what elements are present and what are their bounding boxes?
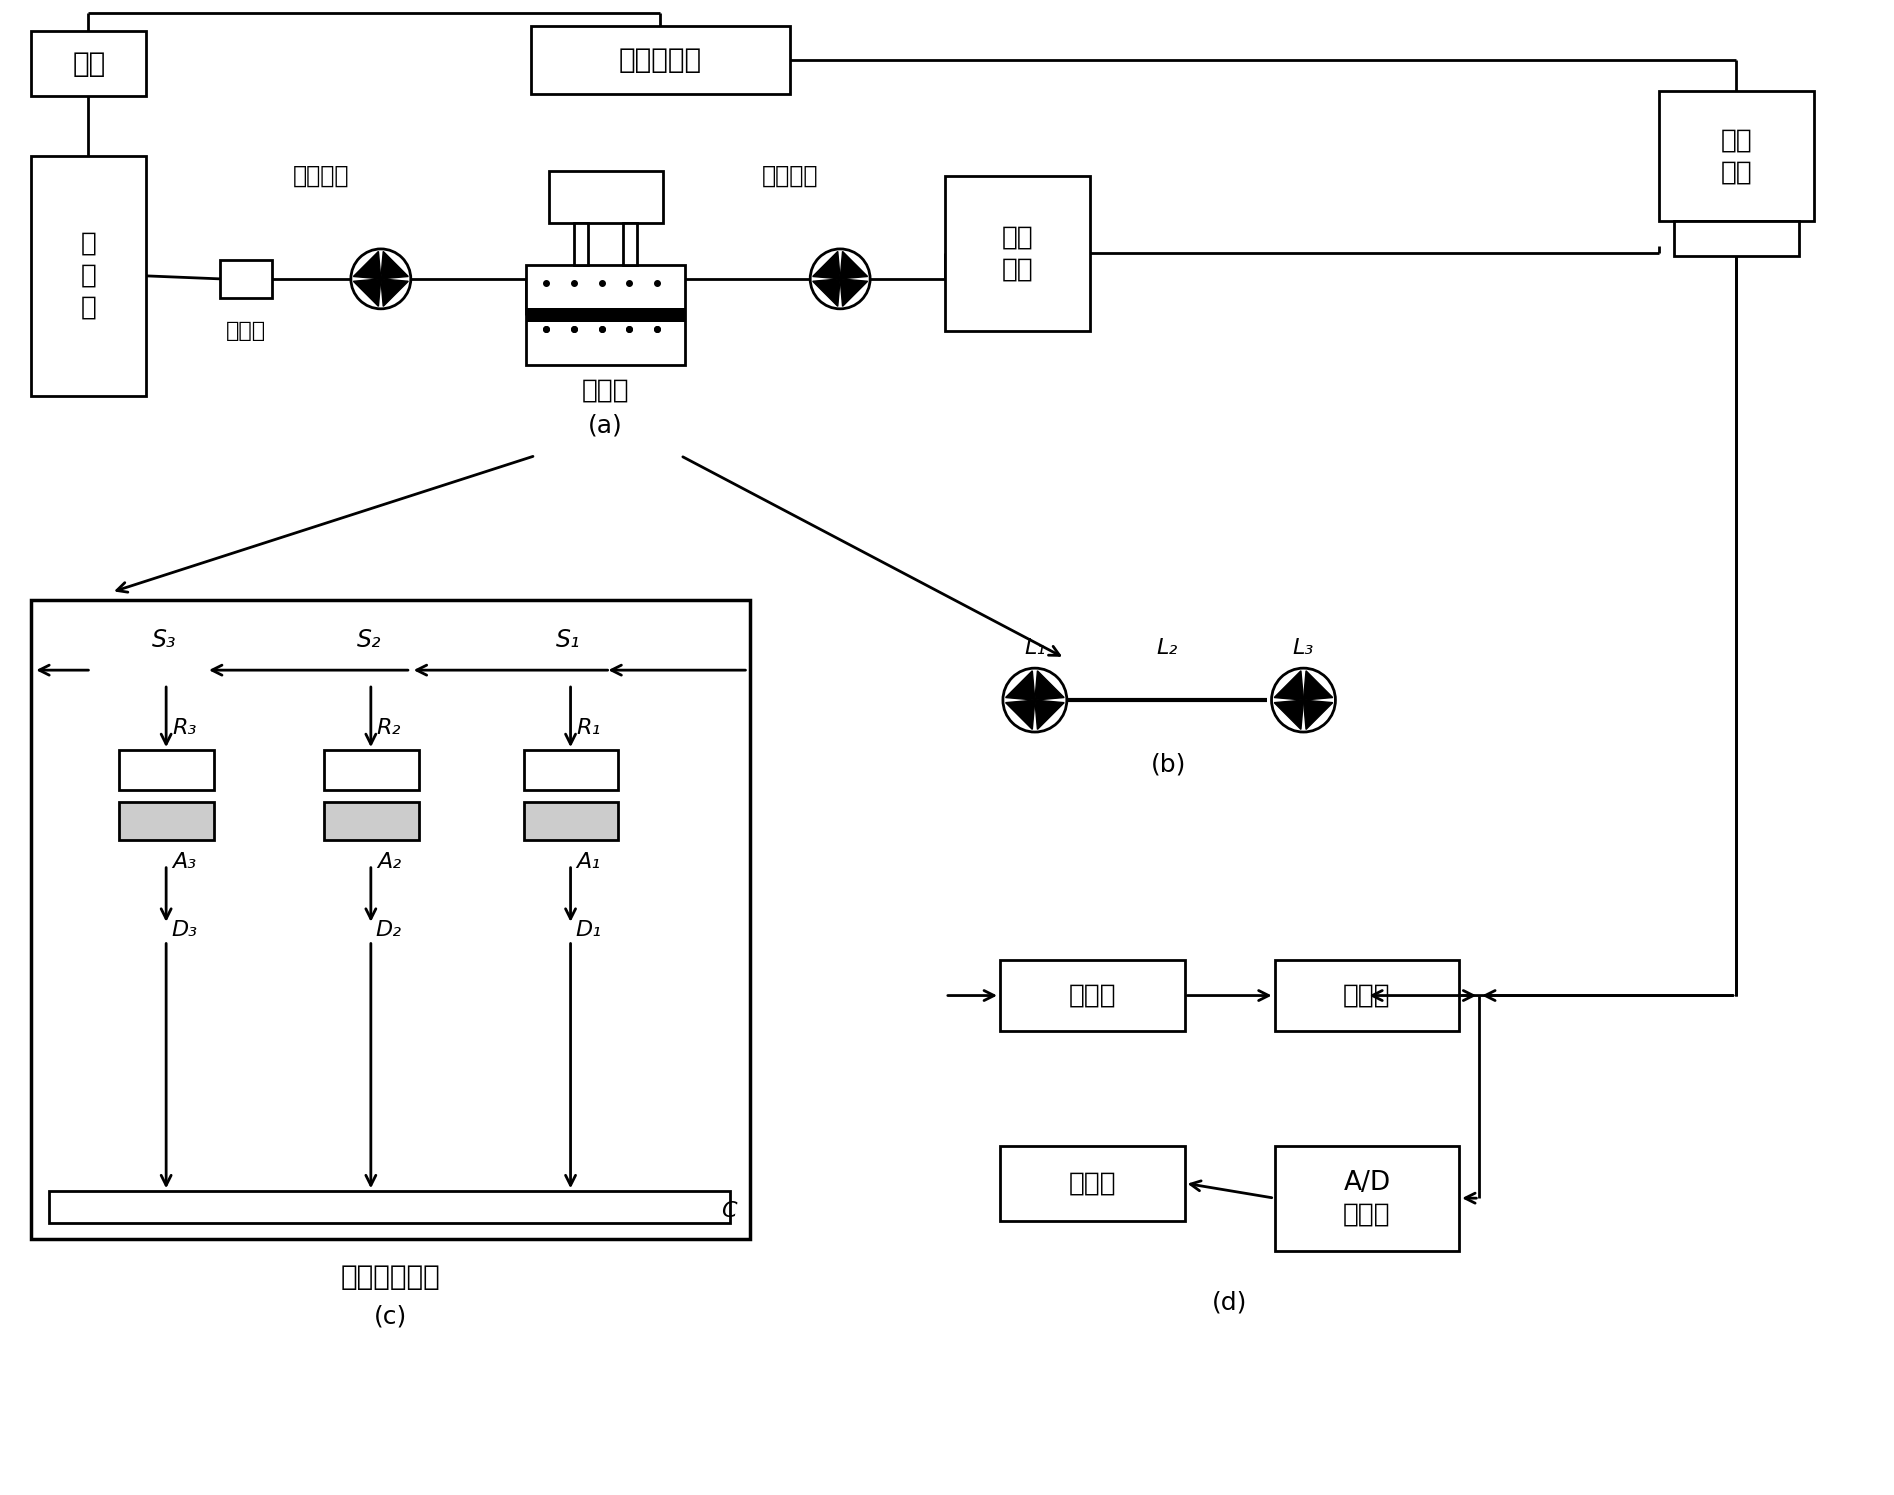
Bar <box>32 601 750 1239</box>
Polygon shape <box>381 280 409 306</box>
Polygon shape <box>354 251 381 280</box>
Text: A/D
转换器: A/D 转换器 <box>1343 1169 1390 1227</box>
Text: D₁: D₁ <box>576 919 602 940</box>
Text: R₃: R₃ <box>172 718 197 739</box>
Polygon shape <box>841 280 867 306</box>
Bar <box>324 801 419 840</box>
Text: D₃: D₃ <box>170 919 197 940</box>
Polygon shape <box>1275 671 1303 700</box>
Text: A₁: A₁ <box>576 852 600 872</box>
Text: 滤波器: 滤波器 <box>1343 982 1390 1009</box>
Text: (c): (c) <box>375 1305 407 1329</box>
Text: 解码
单元: 解码 单元 <box>1002 224 1034 283</box>
Text: 输出
系统: 输出 系统 <box>1720 127 1752 185</box>
Bar <box>527 265 686 365</box>
Bar <box>1674 221 1799 256</box>
Bar <box>549 170 663 223</box>
Bar <box>530 27 790 94</box>
Bar <box>119 801 214 840</box>
Bar <box>220 260 273 298</box>
Text: C: C <box>720 1200 737 1221</box>
Text: D₂: D₂ <box>375 919 402 940</box>
Bar <box>623 223 638 265</box>
Polygon shape <box>1303 671 1333 700</box>
Bar <box>324 750 419 789</box>
Bar <box>574 223 587 265</box>
Bar <box>1275 960 1458 1032</box>
Bar <box>1000 960 1184 1032</box>
Text: S₃: S₃ <box>152 628 176 652</box>
Bar <box>49 1192 731 1223</box>
Text: 传感器: 传感器 <box>581 378 629 404</box>
Bar <box>1000 1147 1184 1221</box>
Polygon shape <box>1034 700 1064 730</box>
Text: R₂: R₂ <box>377 718 402 739</box>
Text: L₂: L₂ <box>1155 638 1178 658</box>
Polygon shape <box>381 251 409 280</box>
Text: 信号处理单元: 信号处理单元 <box>341 1263 441 1292</box>
Text: L₁: L₁ <box>1025 638 1045 658</box>
Text: S₂: S₂ <box>356 628 381 652</box>
Text: 放大器: 放大器 <box>1068 982 1116 1009</box>
Polygon shape <box>813 280 841 306</box>
Text: A₃: A₃ <box>172 852 197 872</box>
Polygon shape <box>1303 700 1333 730</box>
Polygon shape <box>1034 671 1064 700</box>
Bar <box>32 31 146 96</box>
Bar <box>523 750 619 789</box>
Bar <box>119 750 214 789</box>
Polygon shape <box>813 251 841 280</box>
Text: (b): (b) <box>1152 753 1186 777</box>
Text: L₃: L₃ <box>1294 638 1314 658</box>
Text: R₁: R₁ <box>576 718 600 739</box>
Text: 调
制
器: 调 制 器 <box>81 230 97 321</box>
Text: 函数发生器: 函数发生器 <box>619 46 703 75</box>
Text: 导出光纤: 导出光纤 <box>761 164 818 188</box>
Bar <box>32 155 146 396</box>
Text: (a): (a) <box>589 414 623 438</box>
Bar <box>1275 1147 1458 1251</box>
Text: S₁: S₁ <box>557 628 581 652</box>
Text: 耦合器: 耦合器 <box>225 321 265 341</box>
Polygon shape <box>354 280 381 306</box>
Text: 导入光纤: 导入光纤 <box>294 164 348 188</box>
Polygon shape <box>1006 700 1034 730</box>
Text: 光源: 光源 <box>72 49 106 78</box>
Text: A₂: A₂ <box>377 852 402 872</box>
Bar <box>523 801 619 840</box>
Bar <box>527 308 686 321</box>
Text: (d): (d) <box>1212 1292 1248 1316</box>
Polygon shape <box>841 251 867 280</box>
Text: 计算机: 计算机 <box>1068 1171 1116 1196</box>
Polygon shape <box>1275 700 1303 730</box>
Bar <box>1659 91 1814 221</box>
Polygon shape <box>1006 671 1034 700</box>
Bar <box>945 176 1089 330</box>
